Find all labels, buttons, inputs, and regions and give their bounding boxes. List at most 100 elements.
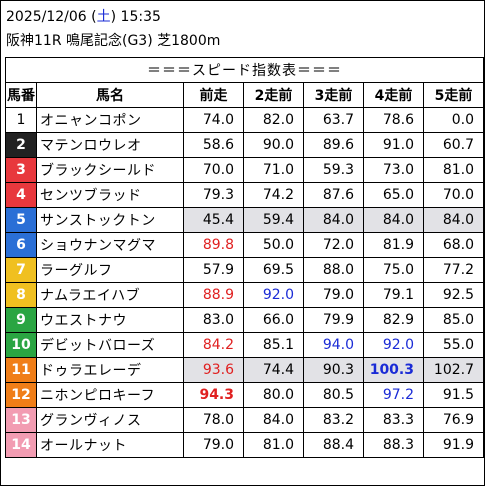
speed-index-value: 81.9 (363, 232, 424, 258)
speed-index-value: 77.2 (423, 257, 484, 283)
speed-index-value: 84.0 (243, 407, 304, 433)
speed-index-value: 88.9 (183, 282, 244, 308)
column-header: 3走前 (303, 82, 364, 108)
speed-index-value: 50.0 (243, 232, 304, 258)
speed-index-value: 74.4 (243, 357, 304, 383)
horse-name: ニホンピロキーフ (36, 382, 184, 408)
speed-index-value: 71.0 (243, 157, 304, 183)
speed-index-value: 73.0 (363, 157, 424, 183)
speed-index-value: 94.0 (303, 332, 364, 358)
speed-index-value: 89.6 (303, 132, 364, 158)
horse-name: ショウナンマグマ (36, 232, 184, 258)
speed-index-value: 58.6 (183, 132, 244, 158)
speed-index-value: 72.0 (303, 232, 364, 258)
speed-index-value: 102.7 (423, 357, 484, 383)
speed-index-value: 100.3 (363, 357, 424, 383)
horse-name: オニャンコポン (36, 107, 184, 133)
horse-number: 11 (5, 357, 37, 383)
speed-index-value: 85.0 (423, 307, 484, 333)
speed-index-value: 91.5 (423, 382, 484, 408)
column-header: 前走 (183, 82, 244, 108)
speed-index-value: 85.1 (243, 332, 304, 358)
speed-index-value: 75.0 (363, 257, 424, 283)
speed-index-value: 93.6 (183, 357, 244, 383)
horse-number: 13 (5, 407, 37, 433)
speed-index-value: 83.2 (303, 407, 364, 433)
table-row: 14 オールナット 79.0 81.0 88.4 88.3 91.9 (5, 432, 484, 458)
speed-index-value: 90.3 (303, 357, 364, 383)
speed-index-value: 66.0 (243, 307, 304, 333)
horse-number: 6 (5, 232, 37, 258)
table-row: 4 センツブラッド 79.3 74.2 87.6 65.0 70.0 (5, 182, 484, 208)
table-title: ＝＝＝スピード指数表＝＝＝ (5, 57, 484, 83)
race-day-of-week: 土 (96, 9, 111, 25)
column-header: 4走前 (363, 82, 424, 108)
table-row: 5 サンストックトン 45.4 59.4 84.0 84.0 84.0 (5, 207, 484, 233)
horse-name: ラーグルフ (36, 257, 184, 283)
speed-index-value: 92.0 (243, 282, 304, 308)
horse-number: 9 (5, 307, 37, 333)
speed-index-value: 79.9 (303, 307, 364, 333)
table-row: 13 グランヴィノス 78.0 84.0 83.2 83.3 76.9 (5, 407, 484, 433)
speed-index-value: 84.0 (363, 207, 424, 233)
speed-index-value: 70.0 (423, 182, 484, 208)
speed-index-value: 76.9 (423, 407, 484, 433)
table-row: 6 ショウナンマグマ 89.8 50.0 72.0 81.9 68.0 (5, 232, 484, 258)
speed-index-value: 97.2 (363, 382, 424, 408)
table-row: 12 ニホンピロキーフ 94.3 80.0 80.5 97.2 91.5 (5, 382, 484, 408)
speed-index-value: 82.9 (363, 307, 424, 333)
horse-number: 2 (5, 132, 37, 158)
speed-index-value: 88.4 (303, 432, 364, 458)
speed-index-value: 81.0 (243, 432, 304, 458)
speed-index-value: 90.0 (243, 132, 304, 158)
speed-index-value: 63.7 (303, 107, 364, 133)
table-row: 8 ナムラエイハブ 88.9 92.0 79.0 79.1 92.5 (5, 282, 484, 308)
speed-index-value: 83.0 (183, 307, 244, 333)
speed-index-value: 80.0 (243, 382, 304, 408)
horse-number: 10 (5, 332, 37, 358)
speed-index-value: 88.0 (303, 257, 364, 283)
speed-index-value: 79.0 (183, 432, 244, 458)
horse-number: 5 (5, 207, 37, 233)
speed-index-value: 94.3 (183, 382, 244, 408)
speed-index-value: 45.4 (183, 207, 244, 233)
table-row: 1 オニャンコポン 74.0 82.0 63.7 78.6 0.0 (5, 107, 484, 133)
horse-name: ナムラエイハブ (36, 282, 184, 308)
speed-index-value: 84.0 (303, 207, 364, 233)
race-time: 15:35 (120, 9, 161, 25)
speed-index-value: 70.0 (183, 157, 244, 183)
speed-index-value: 57.9 (183, 257, 244, 283)
column-header: 2走前 (243, 82, 304, 108)
speed-index-value: 68.0 (423, 232, 484, 258)
speed-index-value: 92.5 (423, 282, 484, 308)
race-info: 阪神11R 鳴尾記念(G3) 芝1800m (6, 33, 221, 49)
table-row: 2 マテンロウレオ 58.6 90.0 89.6 91.0 60.7 (5, 132, 484, 158)
speed-index-value: 59.3 (303, 157, 364, 183)
horse-name: サンストックトン (36, 207, 184, 233)
horse-number: 7 (5, 257, 37, 283)
horse-name: マテンロウレオ (36, 132, 184, 158)
speed-index-value: 79.1 (363, 282, 424, 308)
speed-index-value: 78.6 (363, 107, 424, 133)
column-header: 馬番 (5, 82, 37, 108)
speed-index-value: 60.7 (423, 132, 484, 158)
horse-name: オールナット (36, 432, 184, 458)
speed-index-value: 0.0 (423, 107, 484, 133)
horse-number: 1 (5, 107, 37, 133)
column-header: 馬名 (36, 82, 184, 108)
race-datetime: 2025/12/06 (土) 15:35 (6, 9, 161, 25)
speed-index-value: 78.0 (183, 407, 244, 433)
horse-number: 8 (5, 282, 37, 308)
table-row: 11 ドゥラエレーデ 93.6 74.4 90.3 100.3 102.7 (5, 357, 484, 383)
speed-index-value: 87.6 (303, 182, 364, 208)
column-header: 5走前 (423, 82, 484, 108)
speed-index-value: 65.0 (363, 182, 424, 208)
speed-index-table: ＝＝＝スピード指数表＝＝＝ 馬番 馬名 前走 2走前 3走前 4走前 5走前 1 オニャンコポ… (5, 57, 484, 458)
horse-name: ドゥラエレーデ (36, 357, 184, 383)
race-date: 2025/12/06 (6, 9, 87, 25)
speed-index-value: 88.3 (363, 432, 424, 458)
speed-index-value: 84.0 (423, 207, 484, 233)
horse-name: グランヴィノス (36, 407, 184, 433)
table-row: 7 ラーグルフ 57.9 69.5 88.0 75.0 77.2 (5, 257, 484, 283)
